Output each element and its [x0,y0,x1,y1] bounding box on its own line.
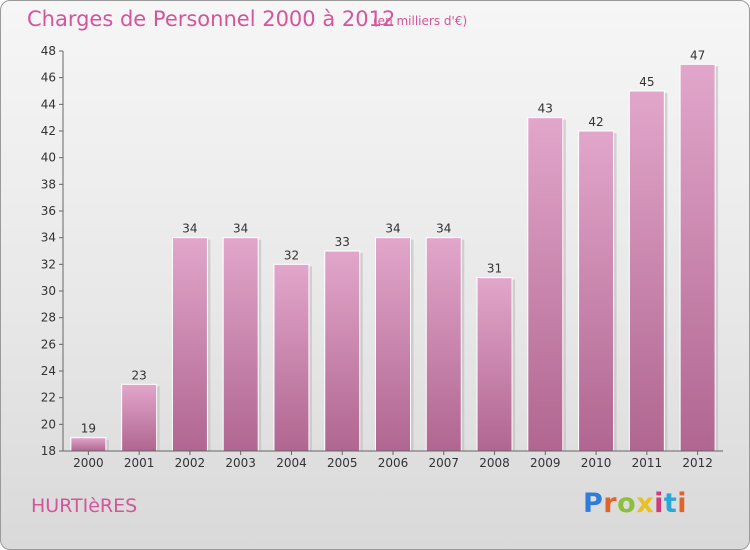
y-tick-label: 42 [41,124,56,138]
data-label: 19 [81,422,96,436]
logo-letter: P [583,488,604,519]
y-tick-label: 36 [41,204,56,218]
data-label: 34 [385,222,400,236]
bar-2001[interactable] [121,383,158,452]
logo-letter: x [636,488,655,519]
x-tick-label: 2001 [124,456,155,470]
bar-2008[interactable] [476,277,513,452]
x-tick-label: 2007 [428,456,459,470]
logo-letter: r [603,488,618,519]
y-tick-label: 26 [41,337,56,351]
chart-title: Charges de Personnel 2000 à 2012 [27,7,396,31]
bar-2002[interactable] [171,237,208,452]
x-tick-label: 2009 [530,456,561,470]
y-tick-label: 30 [41,284,56,298]
data-label: 34 [182,222,197,236]
proxiti-logo[interactable]: Proxiti [583,488,687,519]
x-tick-label: 2012 [682,456,713,470]
x-tick-label: 2010 [581,456,612,470]
bar-2006[interactable] [375,237,411,452]
bar-2003[interactable] [222,237,259,452]
x-tick-label: 2000 [73,456,104,470]
data-label: 32 [284,248,299,262]
data-label: 42 [588,115,603,129]
x-tick-label: 2002 [175,456,206,470]
y-tick-label: 48 [41,44,56,58]
bar-2000[interactable] [70,437,107,452]
bar-2007[interactable] [425,237,462,452]
y-tick-label: 20 [41,417,56,431]
y-tick-label: 18 [41,444,56,458]
data-label: 47 [690,48,705,62]
data-label: 34 [233,222,248,236]
x-tick-label: 2004 [276,456,307,470]
x-tick-label: 2003 [225,456,256,470]
y-tick-label: 38 [41,177,56,191]
chart-subtitle: (en milliers d'€) [373,14,468,28]
x-tick-label: 2006 [378,456,409,470]
bar-2012[interactable] [679,63,716,452]
data-label: 45 [639,75,654,89]
x-tick-label: 2011 [632,456,663,470]
y-tick-label: 28 [41,311,56,325]
bar-2011[interactable] [628,90,665,452]
x-tick-label: 2005 [327,456,358,470]
commune-name: HURTIèRES [31,495,138,517]
data-label: 33 [335,235,350,249]
x-tick-label: 2008 [479,456,510,470]
y-tick-label: 32 [41,257,56,271]
y-tick-label: 46 [41,71,56,85]
y-tick-label: 40 [41,151,56,165]
y-tick-label: 24 [41,364,56,378]
logo-letter: t [663,488,678,519]
data-label: 31 [487,262,502,276]
y-tick-label: 22 [41,391,56,405]
logo-letter: i [677,488,688,519]
y-tick-label: 34 [41,231,56,245]
logo-letter: o [617,488,637,519]
y-tick-label: 44 [41,97,56,111]
data-label: 23 [132,368,147,382]
data-label: 34 [436,222,451,236]
data-label: 43 [538,102,553,116]
bar-2004[interactable] [273,263,310,452]
logo-letter: i [654,488,664,519]
bar-2009[interactable] [527,117,564,452]
bar-2005[interactable] [324,250,361,452]
bar-2010[interactable] [578,130,615,452]
